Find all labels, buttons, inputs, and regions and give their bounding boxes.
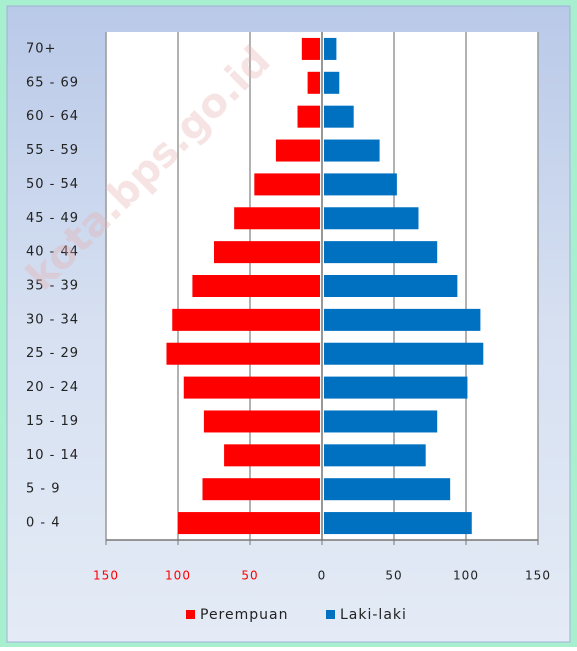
bar: [324, 308, 481, 331]
bar: [324, 207, 419, 230]
y-tick-label: 30 - 34: [26, 312, 79, 327]
y-tick-label: 45 - 49: [26, 211, 79, 226]
y-tick-label: 0 - 4: [26, 516, 61, 531]
y-tick-label: 65 - 69: [26, 75, 79, 90]
bar: [324, 478, 451, 501]
y-tick-label: 20 - 24: [26, 380, 79, 395]
bar: [166, 342, 320, 365]
legend-label: Laki-laki: [340, 607, 407, 623]
y-tick-label: 35 - 39: [26, 279, 79, 294]
y-tick-label: 25 - 29: [26, 346, 79, 361]
y-tick-label: 40 - 44: [26, 245, 79, 260]
y-tick-label: 10 - 14: [26, 448, 79, 463]
bar: [301, 37, 320, 60]
legend-swatch: [186, 610, 195, 619]
bar: [324, 444, 426, 467]
x-tick-label: 50: [385, 569, 402, 583]
x-tick-label: 150: [93, 569, 119, 583]
x-tick-label: 0: [318, 569, 327, 583]
bar: [224, 444, 320, 467]
x-tick-label: 150: [525, 569, 551, 583]
y-tick-label: 15 - 19: [26, 414, 79, 429]
bar: [324, 512, 472, 535]
y-tick-label: 50 - 54: [26, 177, 79, 192]
bar: [324, 139, 380, 162]
bar: [324, 37, 337, 60]
bar: [324, 410, 438, 433]
bar: [324, 241, 438, 264]
legend-label: Perempuan: [200, 607, 288, 623]
legend-swatch: [326, 610, 335, 619]
bar: [214, 241, 320, 264]
y-tick-label: 70+: [26, 41, 56, 56]
y-tick-label: 55 - 59: [26, 143, 79, 158]
x-tick-label: 100: [453, 569, 479, 583]
bar: [202, 478, 320, 501]
bar: [324, 342, 484, 365]
y-tick-label: 5 - 9: [26, 482, 61, 497]
bar: [234, 207, 320, 230]
bar: [324, 71, 340, 94]
bar: [297, 105, 320, 128]
bar: [324, 105, 354, 128]
bar: [172, 308, 320, 331]
x-tick-label: 100: [165, 569, 191, 583]
bar: [192, 275, 320, 297]
bar: [183, 376, 320, 399]
bar: [178, 512, 320, 535]
bar: [307, 71, 320, 94]
bar: [254, 173, 320, 196]
x-tick-label: 50: [241, 569, 258, 583]
bar: [324, 275, 458, 297]
bar: [203, 410, 320, 433]
bar: [324, 173, 397, 196]
bar: [324, 376, 468, 399]
y-tick-label: 60 - 64: [26, 109, 79, 124]
bar: [275, 139, 320, 162]
